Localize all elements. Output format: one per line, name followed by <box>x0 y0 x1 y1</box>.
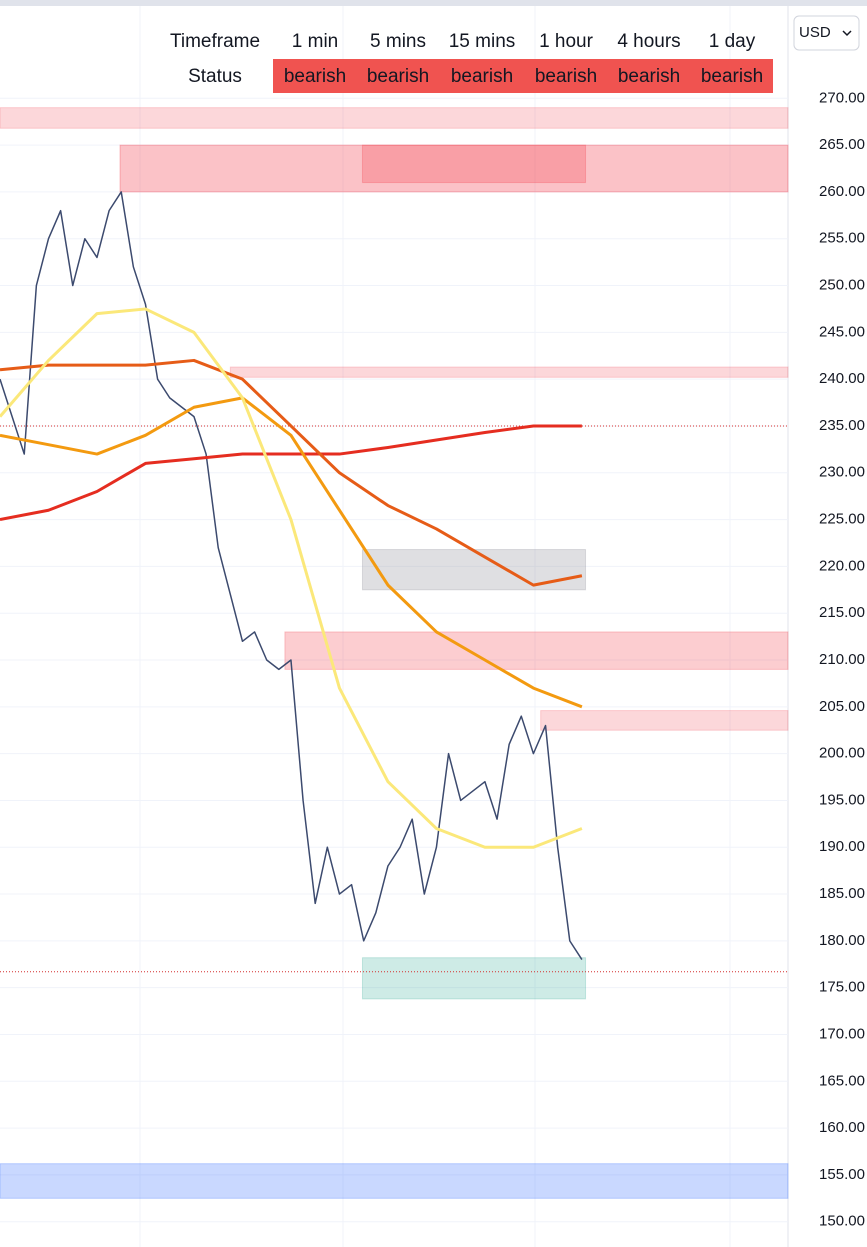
zone <box>119 144 789 193</box>
currency-button[interactable] <box>793 15 860 51</box>
y-tick-label: 200.00 <box>819 745 865 762</box>
y-tick-label: 265.00 <box>819 136 865 153</box>
zone <box>361 957 587 1000</box>
y-tick-label: 235.00 <box>819 417 865 434</box>
table-header: 15 mins <box>449 31 516 52</box>
status-cell: bearish <box>451 66 513 87</box>
y-tick-label: 205.00 <box>819 698 865 715</box>
table-header: 1 day <box>709 31 756 52</box>
price-series <box>0 396 583 709</box>
zone <box>284 631 789 670</box>
table-header: 4 hours <box>617 31 680 52</box>
status-bg <box>273 59 773 93</box>
y-tick-label: 175.00 <box>819 979 865 996</box>
y-tick-label: 165.00 <box>819 1072 865 1089</box>
status-cell: bearish <box>367 66 429 87</box>
y-tick-label: 225.00 <box>819 511 865 528</box>
y-tick-label: 155.00 <box>819 1166 865 1183</box>
dropdown-icon <box>842 30 852 37</box>
y-tick-label: 215.00 <box>819 604 865 621</box>
status-cell: bearish <box>701 66 763 87</box>
table-header: 1 min <box>292 31 338 52</box>
zone <box>229 366 789 378</box>
status-cell: bearish <box>535 66 597 87</box>
zone <box>0 1163 789 1199</box>
y-tick-label: 240.00 <box>819 370 865 387</box>
y-tick-label: 245.00 <box>819 323 865 340</box>
y-tick-label: 150.00 <box>819 1213 865 1230</box>
status-cell: bearish <box>618 66 680 87</box>
y-tick-label: 210.00 <box>819 651 865 668</box>
y-tick-label: 195.00 <box>819 791 865 808</box>
price-series <box>0 191 583 960</box>
y-tick-label: 230.00 <box>819 464 865 481</box>
y-tick-label: 250.00 <box>819 277 865 294</box>
table-header: 5 mins <box>370 31 426 52</box>
price-series <box>0 424 582 522</box>
y-tick-label: 185.00 <box>819 885 865 902</box>
table-header: 1 hour <box>539 31 594 52</box>
table-header: Timeframe <box>170 31 260 52</box>
zone <box>0 107 789 129</box>
y-tick-label: 260.00 <box>819 183 865 200</box>
price-series <box>0 307 583 849</box>
zone <box>540 710 789 731</box>
status-cell: bearish <box>284 66 346 87</box>
y-tick-label: 160.00 <box>819 1119 865 1136</box>
row-label: Status <box>188 66 242 87</box>
y-tick-label: 170.00 <box>819 1025 865 1042</box>
zone <box>361 549 587 591</box>
y-tick-label: 220.00 <box>819 557 865 574</box>
zone <box>361 144 587 184</box>
y-tick-label: 180.00 <box>819 932 865 949</box>
y-tick-label: 190.00 <box>819 838 865 855</box>
currency-label: USD <box>799 24 831 41</box>
price-series <box>0 358 583 587</box>
top-border <box>0 0 867 6</box>
y-tick-label: 255.00 <box>819 230 865 247</box>
vertical-grid <box>139 6 731 1247</box>
y-tick-label: 270.00 <box>819 89 865 106</box>
